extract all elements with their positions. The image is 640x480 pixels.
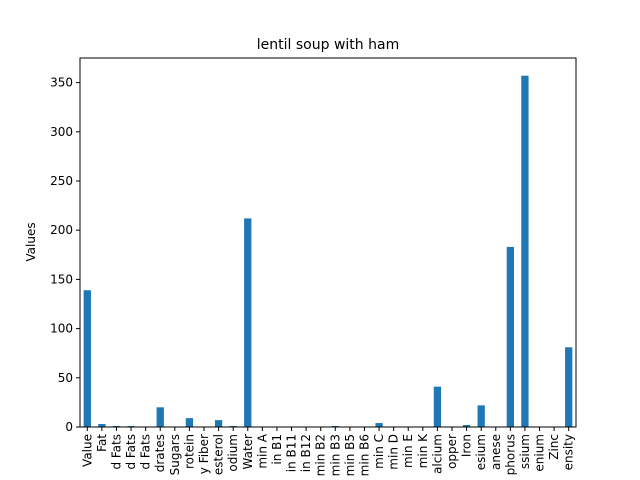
x-tick-label: ensity	[562, 434, 576, 470]
y-axis-label: Values	[24, 222, 38, 261]
bar	[433, 386, 442, 427]
bars-group	[83, 75, 573, 428]
x-tick-label: esium	[474, 434, 488, 470]
x-tick-label: in B1	[270, 434, 284, 465]
x-tick-label: min B3	[328, 434, 342, 476]
x-tick-label: in B11	[285, 434, 299, 472]
plot-frame	[79, 57, 577, 428]
x-tick-label: anese	[489, 434, 503, 470]
y-tick-label: 300	[50, 125, 73, 139]
x-tick-label: d Fats	[124, 434, 138, 470]
bar	[565, 347, 573, 427]
chart-title: lentil soup with ham	[257, 37, 399, 53]
y-tick-label: 350	[50, 76, 73, 90]
bar	[185, 418, 194, 427]
x-tick-label: min A	[255, 433, 269, 468]
x-ticks-group: Value Fat d Fats d Fats d Fats drates Sugars ro…	[80, 427, 576, 476]
x-tick-label: Zinc	[547, 434, 561, 460]
bar	[98, 424, 106, 427]
x-tick-label: Fat	[95, 434, 109, 452]
x-tick-label: min B6	[357, 434, 371, 476]
x-tick-label: min B2	[314, 434, 328, 476]
x-tick-label: min C	[372, 434, 386, 469]
bar	[244, 218, 252, 427]
bar	[83, 290, 91, 427]
bar	[521, 75, 529, 428]
bar	[462, 425, 471, 427]
x-tick-label: in B12	[299, 434, 313, 472]
y-tick-label: 50	[58, 371, 73, 385]
bar	[506, 246, 514, 427]
bar	[375, 423, 383, 427]
x-tick-label: alcium	[430, 434, 444, 474]
x-tick-label: esterol	[212, 434, 226, 475]
x-tick-label: d Fats	[109, 434, 123, 470]
y-tick-label: 250	[50, 174, 73, 188]
x-tick-label: opper	[445, 434, 459, 469]
x-tick-label: min E	[401, 434, 415, 468]
y-tick-label: 0	[65, 420, 73, 434]
x-tick-label: d Fats	[139, 434, 153, 470]
bar	[477, 405, 485, 427]
x-tick-label: rotein	[182, 434, 196, 469]
x-tick-label: min B5	[343, 434, 357, 476]
x-tick-label: Sugars	[168, 434, 182, 475]
y-ticks-group: 0 50 100 150 200 250 300 350	[50, 76, 80, 434]
x-tick-label: ssium	[518, 434, 532, 469]
x-tick-label: Water	[241, 434, 255, 470]
y-tick-label: 200	[50, 223, 73, 237]
x-tick-label: min D	[387, 434, 401, 470]
x-tick-label: drates	[153, 434, 167, 472]
x-tick-label: odium	[226, 434, 240, 472]
x-tick-label: phorus	[503, 434, 517, 475]
y-tick-label: 100	[50, 322, 73, 336]
x-tick-label: Iron	[460, 434, 474, 457]
x-tick-label: y Fiber	[197, 434, 211, 474]
x-tick-label: enium	[533, 434, 547, 472]
bar	[214, 420, 223, 427]
bar	[156, 407, 164, 427]
x-tick-label: Value	[80, 434, 94, 467]
x-tick-label: min K	[416, 433, 430, 468]
y-tick-label: 150	[50, 272, 73, 286]
